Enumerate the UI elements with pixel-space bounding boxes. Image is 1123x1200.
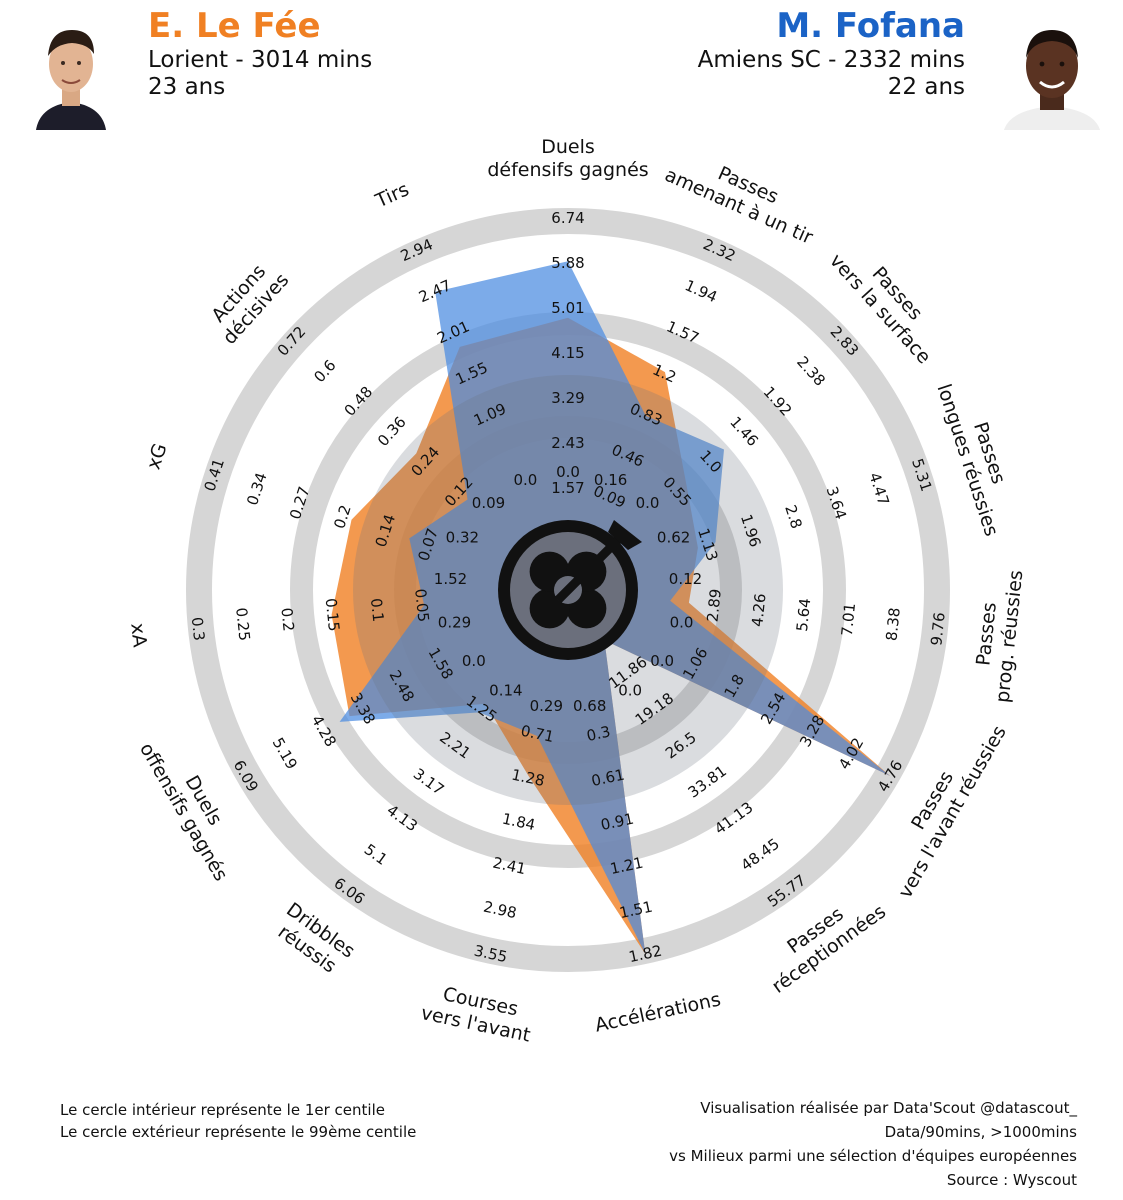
footer-legend-note: Le cercle intérieur représente le 1er ce…	[60, 1099, 416, 1143]
tick-label: 0.34	[243, 470, 270, 507]
inner-tick-label: 0.12	[669, 570, 702, 588]
inner-tick-label: 0.0	[513, 471, 537, 489]
inner-tick-label: 1.52	[434, 570, 467, 588]
inner-tick-label: 0.0	[556, 463, 580, 481]
inner-tick-label: 0.29	[530, 697, 563, 715]
axis-label: Dribblesréussis	[269, 899, 359, 982]
tick-label: 3.29	[551, 389, 584, 407]
inner-tick-label: 0.0	[670, 613, 694, 631]
player1-team-minutes: Lorient - 3014 mins	[148, 47, 373, 73]
tick-label: 0.6	[310, 356, 339, 386]
radar-chart: 1.572.433.294.155.015.886.740.090.460.83…	[126, 136, 1028, 1047]
footer-credit-data: Data/90mins, >1000mins	[884, 1123, 1077, 1141]
footer-credits: Visualisation réalisée par Data'Scout @d…	[669, 1096, 1077, 1192]
tick-label: 0.05	[411, 588, 432, 623]
inner-tick-label: 0.0	[462, 652, 486, 670]
inner-tick-label: 0.0	[636, 494, 660, 512]
tick-label: 2.38	[793, 353, 829, 390]
axis-label: Passeslongues réussies	[933, 374, 1025, 539]
tick-label: 9.76	[927, 611, 948, 646]
tick-label: 0.1	[367, 597, 387, 623]
arrow-target-logo-icon	[498, 520, 642, 660]
inner-tick-label: 0.0	[618, 681, 642, 699]
tick-label: 4.47	[865, 470, 892, 507]
tick-label: 48.45	[738, 835, 783, 875]
tick-label: 0.15	[322, 597, 343, 632]
tick-label: 3.17	[410, 765, 448, 799]
tick-label: 5.88	[551, 254, 584, 272]
tick-label: 1.94	[682, 276, 720, 306]
tick-label: 5.19	[269, 735, 301, 773]
axis-label-line: défensifs gagnés	[487, 159, 648, 181]
player1-age: 23 ans	[148, 74, 226, 100]
axis-label: Tirs	[371, 178, 412, 212]
axis-label-line: xA	[126, 622, 150, 648]
tick-label: 4.15	[551, 344, 584, 362]
tick-label: 0.25	[232, 607, 253, 642]
footer-credit-author: Visualisation réalisée par Data'Scout @d…	[700, 1099, 1077, 1117]
tick-label: 0.3	[188, 616, 208, 642]
axis-label: Accélérations	[593, 988, 723, 1036]
axis-label: Coursesvers l'avant	[419, 979, 537, 1046]
footer-credit-source: Source : Wyscout	[946, 1171, 1077, 1189]
tick-label: 0.2	[277, 607, 297, 633]
tick-label: 6.74	[551, 209, 584, 227]
ring-band-0	[186, 208, 950, 972]
inner-tick-label: 0.32	[446, 528, 479, 546]
inner-tick-label: 0.62	[657, 528, 690, 546]
tick-label: 0.36	[374, 413, 410, 450]
tick-label: 7.01	[838, 602, 859, 637]
inner-tick-label: 0.29	[438, 613, 471, 631]
axis-label-line: Duels	[541, 136, 595, 158]
tick-label: 5.1	[361, 840, 391, 869]
inner-tick-label: 0.16	[594, 471, 627, 489]
axis-label: xA	[126, 622, 150, 648]
footer-credit-comparison: vs Milieux parmi une sélection d'équipes…	[669, 1147, 1077, 1165]
axis-label: Duels défensifs gagnés	[487, 136, 648, 181]
axis-label-line: Tirs	[371, 178, 412, 212]
inner-tick-label: 0.68	[573, 697, 606, 715]
tick-label: 2.98	[482, 898, 518, 923]
tick-label: 5.64	[793, 597, 814, 632]
tick-label: 5.01	[551, 299, 584, 317]
axis-label-line: xG	[143, 441, 172, 472]
axis-label: Passesprog. réussies	[969, 567, 1028, 704]
player1-name: E. Le Fée	[148, 6, 321, 46]
player2-team-minutes: Amiens SC - 2332 mins	[697, 47, 965, 73]
inner-tick-label: 0.09	[472, 494, 505, 512]
tick-label: 0.3	[585, 723, 612, 746]
tick-label: 1.46	[726, 413, 762, 450]
tick-label: 2.89	[703, 588, 724, 623]
axis-label: Actionsdécisives	[201, 254, 293, 349]
tick-label: 1.57	[551, 479, 584, 497]
axis-label: xG	[143, 441, 172, 472]
tick-label: 1.84	[501, 810, 537, 835]
tick-label: 2.43	[551, 434, 584, 452]
tick-label: 2.8	[781, 503, 805, 531]
axis-label-line: Accélérations	[593, 988, 723, 1036]
player2-avatar	[996, 18, 1108, 130]
player2-age: 22 ans	[887, 74, 965, 100]
footer-outer-circle-note: Le cercle extérieur représente le 99ème …	[60, 1123, 417, 1141]
inner-tick-label: 0.0	[650, 652, 674, 670]
player1-avatar	[32, 18, 110, 130]
player2-name: M. Fofana	[776, 6, 965, 46]
footer-inner-circle-note: Le cercle intérieur représente le 1er ce…	[60, 1101, 385, 1119]
tick-label: 4.26	[748, 592, 769, 627]
tick-label: 8.38	[882, 607, 903, 642]
inner-tick-label: 0.14	[489, 681, 522, 699]
